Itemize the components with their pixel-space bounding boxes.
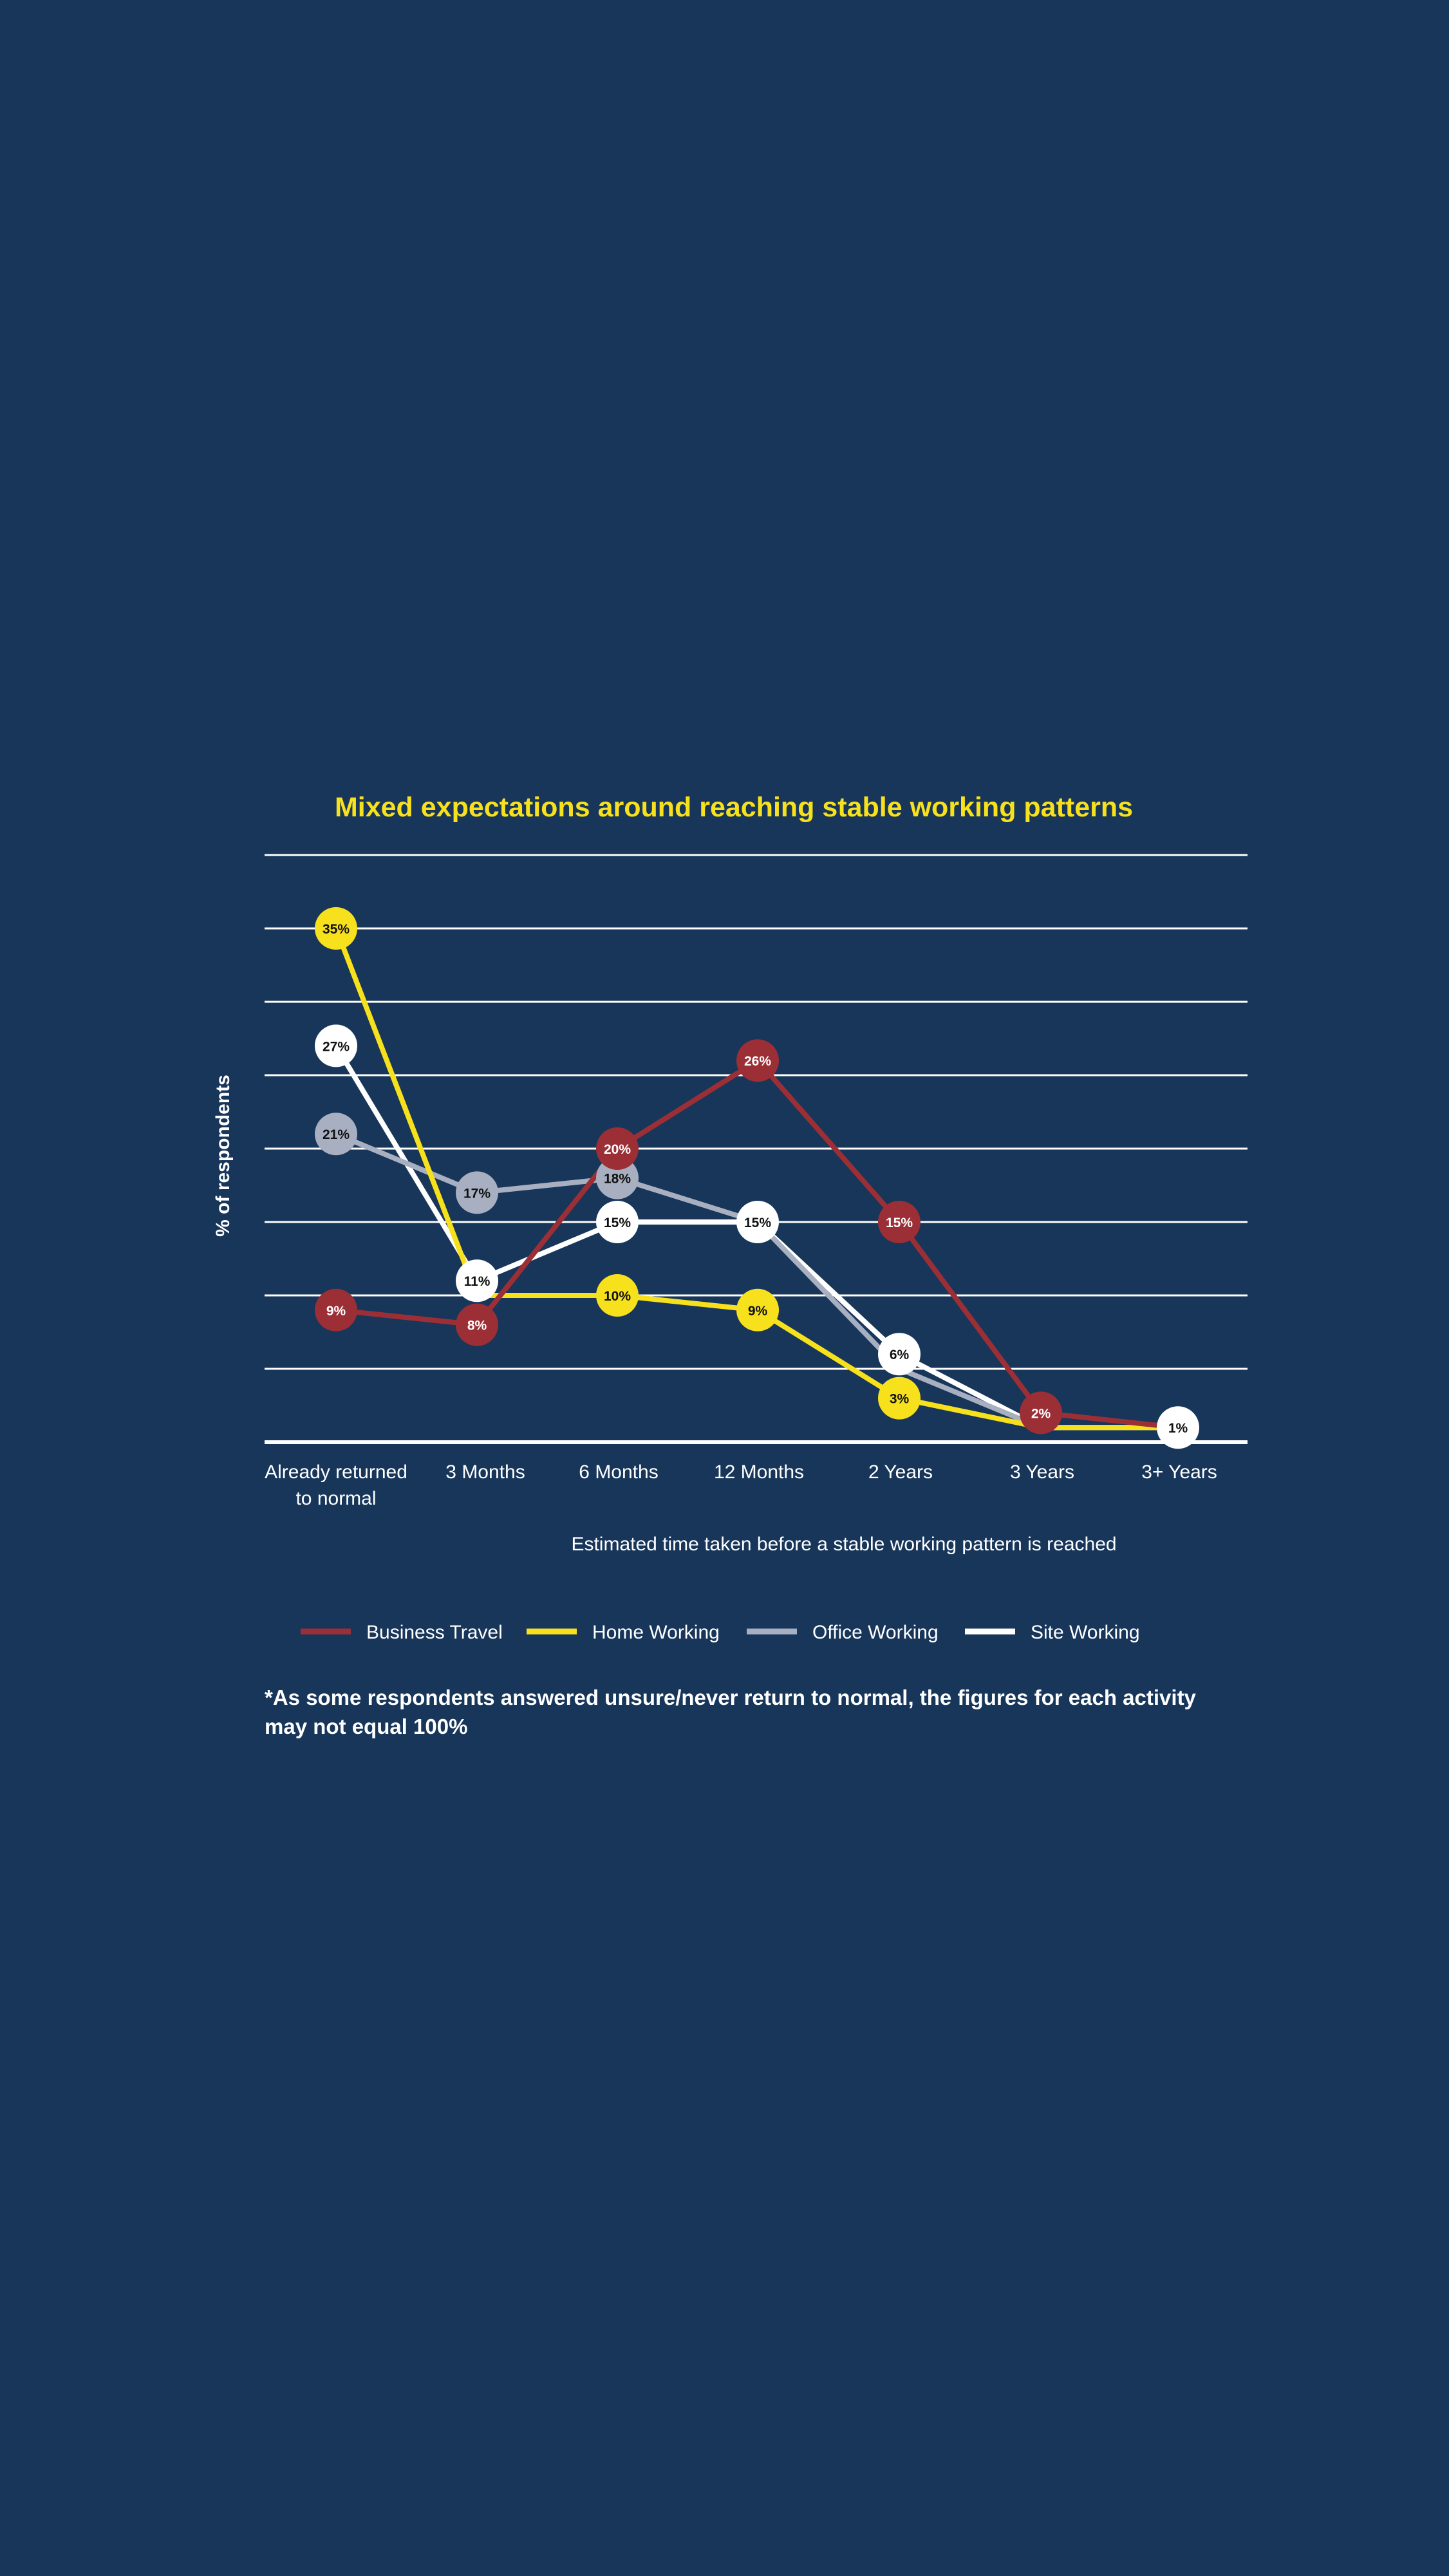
legend-label: Office Working [812, 1622, 939, 1643]
data-label: 1% [1168, 1421, 1188, 1436]
x-tick-label: 2 Years [868, 1462, 933, 1483]
x-tick-label: Already returned [265, 1462, 407, 1483]
data-label: 11% [464, 1274, 491, 1289]
series-line-business-travel [333, 1058, 1181, 1431]
data-markers: 27% 11% 15% 15% 6% 1% 21% 17% 18% 35% 10% 9% 3% 9% 8% 2… [315, 907, 1199, 1449]
data-label: 35% [323, 922, 350, 937]
data-label: 9% [326, 1304, 346, 1319]
x-tick-label: 3 Months [445, 1462, 525, 1483]
data-point [596, 1156, 639, 1199]
data-label: 15% [744, 1216, 771, 1230]
data-label: 15% [886, 1216, 913, 1230]
data-point [878, 1333, 921, 1376]
footnote: *As some respondents answered unsure/nev… [265, 1686, 1197, 1738]
data-label: 6% [890, 1348, 910, 1362]
data-label: 9% [748, 1304, 768, 1319]
data-point [736, 1201, 779, 1243]
x-tick-label: 3+ Years [1141, 1462, 1217, 1483]
data-point [456, 1171, 498, 1214]
chart-title: Mixed expectations around reaching stabl… [335, 792, 1133, 823]
data-label: 18% [604, 1172, 631, 1187]
legend: Business Travel Home Working Office Workin… [301, 1622, 1140, 1643]
data-label: 27% [323, 1039, 350, 1054]
x-tick-label: 12 Months [714, 1462, 804, 1483]
data-point [315, 1288, 357, 1331]
data-point [315, 1024, 357, 1067]
data-label: 3% [890, 1392, 910, 1407]
y-axis-label: % of respondents [212, 1075, 234, 1237]
x-tick-label: 6 Months [579, 1462, 658, 1483]
data-label: 10% [604, 1289, 631, 1304]
data-point [878, 1201, 921, 1243]
data-label: 26% [744, 1054, 771, 1069]
data-point [878, 1377, 921, 1420]
x-axis-label: Estimated time taken before a stable wor… [571, 1534, 1116, 1555]
x-tick-label-line2: to normal [295, 1488, 376, 1509]
data-point [456, 1303, 498, 1346]
data-point [1157, 1406, 1199, 1449]
data-point [456, 1259, 498, 1302]
data-point [315, 907, 357, 950]
data-label: 15% [604, 1216, 631, 1230]
legend-label: Home Working [592, 1622, 720, 1643]
data-point [596, 1201, 639, 1243]
data-point [736, 1288, 779, 1331]
data-point [596, 1274, 639, 1317]
data-label: 17% [463, 1186, 491, 1201]
legend-label: Site Working [1031, 1622, 1140, 1643]
x-tick-labels: Already returned to normal 3 Months 6 Month… [265, 1462, 1217, 1509]
footnote-line-1: *As some respondents answered unsure/nev… [265, 1686, 1197, 1709]
footnote-line-2: may not equal 100% [265, 1715, 467, 1738]
grid [265, 854, 1248, 1444]
x-tick-label: 3 Years [1010, 1462, 1074, 1483]
data-point [596, 1127, 639, 1170]
data-label: 21% [323, 1127, 350, 1142]
data-label: 2% [1031, 1406, 1051, 1421]
data-point [736, 1039, 779, 1082]
data-label: 20% [604, 1142, 631, 1157]
data-point [1020, 1391, 1062, 1434]
data-label: 8% [467, 1319, 487, 1333]
data-point [315, 1113, 357, 1156]
legend-label: Business Travel [366, 1622, 503, 1643]
